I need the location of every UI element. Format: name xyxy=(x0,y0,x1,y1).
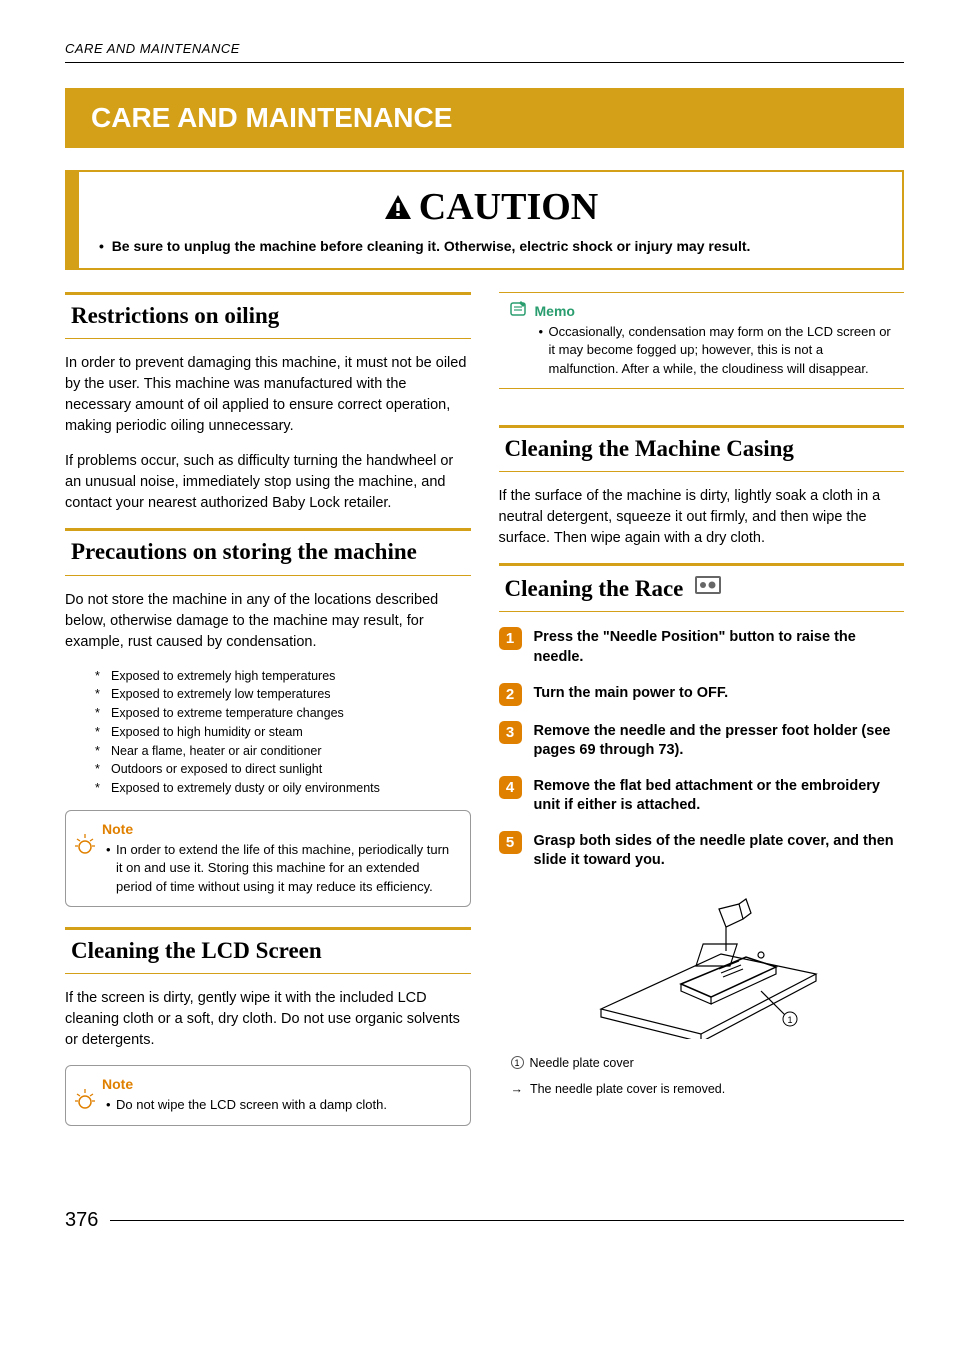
lcd-text: If the screen is dirty, gently wipe it w… xyxy=(65,988,471,1051)
storage-item: Outdoors or exposed to direct sunlight xyxy=(95,760,471,779)
oiling-p1: In order to prevent damaging this machin… xyxy=(65,353,471,437)
note-icon xyxy=(74,833,96,855)
storage-item: Near a flame, heater or air conditioner xyxy=(95,742,471,761)
step-num-2: 2 xyxy=(499,683,522,706)
note-label: Note xyxy=(102,819,458,839)
memo-callout: Memo Occasionally, condensation may form… xyxy=(499,292,905,389)
oiling-p2: If problems occur, such as difficulty tu… xyxy=(65,451,471,514)
note-icon xyxy=(74,1088,96,1110)
memo-text: Occasionally, condensation may form on t… xyxy=(539,323,893,378)
caption-number-icon: 1 xyxy=(511,1056,524,1069)
memo-label: Memo xyxy=(535,301,893,321)
step-text-4: Remove the flat bed attachment or the em… xyxy=(534,775,905,816)
step-2: 2 Turn the main power to OFF. xyxy=(499,682,905,706)
storage-item: Exposed to high humidity or steam xyxy=(95,723,471,742)
illu-result-text: The needle plate cover is removed. xyxy=(530,1082,725,1096)
breadcrumb: CARE AND MAINTENANCE xyxy=(65,40,904,63)
step-text-1: Press the "Needle Position" button to ra… xyxy=(534,626,905,667)
section-title-storing: Precautions on storing the machine xyxy=(65,528,471,575)
step-num-1: 1 xyxy=(499,627,522,650)
note-text: Do not wipe the LCD screen with a damp c… xyxy=(106,1096,458,1114)
warning-icon xyxy=(383,193,413,221)
note-callout-storing: Note In order to extend the life of this… xyxy=(65,810,471,907)
note-callout-lcd: Note Do not wipe the LCD screen with a d… xyxy=(65,1065,471,1125)
illu-caption-1-text: Needle plate cover xyxy=(530,1056,634,1070)
svg-text:1: 1 xyxy=(788,1015,793,1025)
page-number: 376 xyxy=(65,1206,904,1235)
step-3: 3 Remove the needle and the presser foot… xyxy=(499,720,905,761)
section-title-casing: Cleaning the Machine Casing xyxy=(499,425,905,472)
storing-intro: Do not store the machine in any of the l… xyxy=(65,590,471,653)
section-title-race: Cleaning the Race xyxy=(499,563,905,612)
storage-list: Exposed to extremely high temperatures E… xyxy=(65,667,471,798)
step-num-5: 5 xyxy=(499,831,522,854)
video-icon xyxy=(695,570,721,603)
step-4: 4 Remove the flat bed attachment or the … xyxy=(499,775,905,816)
storage-item: Exposed to extremely low temperatures xyxy=(95,685,471,704)
illu-result: → The needle plate cover is removed. xyxy=(499,1080,905,1098)
memo-icon xyxy=(507,299,529,319)
storage-item: Exposed to extremely dusty or oily envir… xyxy=(95,779,471,798)
page-title: CARE AND MAINTENANCE xyxy=(65,88,904,149)
needle-plate-illustration: 1 xyxy=(499,889,905,1044)
step-text-3: Remove the needle and the presser foot h… xyxy=(534,720,905,761)
step-5: 5 Grasp both sides of the needle plate c… xyxy=(499,830,905,871)
caution-heading: CAUTION xyxy=(99,180,882,235)
step-num-3: 3 xyxy=(499,721,522,744)
right-column: Memo Occasionally, condensation may form… xyxy=(499,292,905,1146)
content-columns: Restrictions on oiling In order to preve… xyxy=(65,292,904,1146)
section-title-race-text: Cleaning the Race xyxy=(505,576,684,601)
section-title-lcd: Cleaning the LCD Screen xyxy=(65,927,471,974)
caution-box: CAUTION • Be sure to unplug the machine … xyxy=(65,170,904,269)
left-column: Restrictions on oiling In order to preve… xyxy=(65,292,471,1146)
section-title-oiling: Restrictions on oiling xyxy=(65,292,471,339)
step-text-2: Turn the main power to OFF. xyxy=(534,682,729,704)
note-text: In order to extend the life of this mach… xyxy=(106,841,458,896)
step-num-4: 4 xyxy=(499,776,522,799)
caution-heading-text: CAUTION xyxy=(419,186,598,228)
note-label: Note xyxy=(102,1074,458,1094)
illu-caption-1: 1 Needle plate cover xyxy=(499,1054,905,1072)
step-text-5: Grasp both sides of the needle plate cov… xyxy=(534,830,905,871)
storage-item: Exposed to extreme temperature changes xyxy=(95,704,471,723)
step-1: 1 Press the "Needle Position" button to … xyxy=(499,626,905,667)
storage-item: Exposed to extremely high temperatures xyxy=(95,667,471,686)
caution-text: • Be sure to unplug the machine before c… xyxy=(99,236,882,256)
casing-text: If the surface of the machine is dirty, … xyxy=(499,486,905,549)
